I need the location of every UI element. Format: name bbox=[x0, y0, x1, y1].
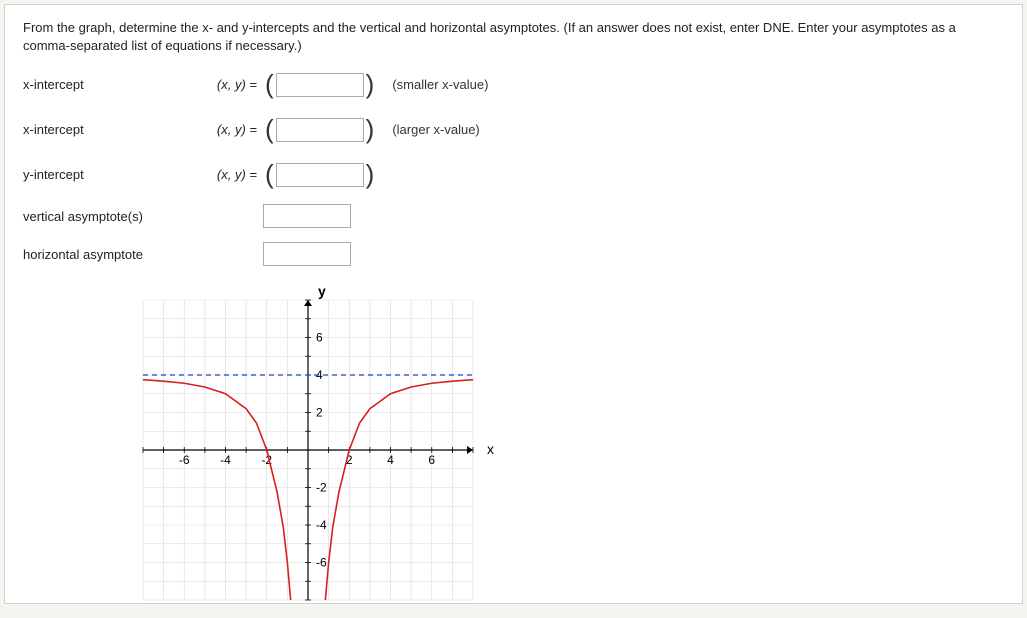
lparen-xint2: ( bbox=[263, 114, 276, 145]
label-hasym: horizontal asymptote bbox=[23, 247, 263, 262]
label-xint1: x-intercept bbox=[23, 77, 183, 92]
row-x-intercept-2: x-intercept (x, y) = ( ) (larger x-value… bbox=[23, 114, 1004, 145]
row-x-intercept-1: x-intercept (x, y) = ( ) (smaller x-valu… bbox=[23, 69, 1004, 100]
input-hasym[interactable] bbox=[263, 242, 351, 266]
svg-text:-4: -4 bbox=[316, 518, 327, 532]
hint-xint1: (smaller x-value) bbox=[392, 77, 488, 92]
svg-text:x: x bbox=[487, 441, 494, 457]
hint-xint2: (larger x-value) bbox=[392, 122, 479, 137]
question-page: From the graph, determine the x- and y-i… bbox=[4, 4, 1023, 604]
svg-text:6: 6 bbox=[316, 331, 323, 345]
row-vertical-asymptote: vertical asymptote(s) bbox=[23, 204, 1004, 228]
svg-text:2: 2 bbox=[316, 406, 323, 420]
svg-text:-2: -2 bbox=[316, 481, 327, 495]
svg-text:4: 4 bbox=[387, 453, 394, 467]
row-y-intercept: y-intercept (x, y) = ( ) bbox=[23, 159, 1004, 190]
rparen-xint2: ) bbox=[364, 114, 377, 145]
label-vasym: vertical asymptote(s) bbox=[23, 209, 263, 224]
instructions-text: From the graph, determine the x- and y-i… bbox=[23, 19, 1004, 55]
svg-text:-4: -4 bbox=[220, 453, 231, 467]
input-vasym[interactable] bbox=[263, 204, 351, 228]
svg-text:y: y bbox=[318, 283, 326, 299]
rparen-xint1: ) bbox=[364, 69, 377, 100]
svg-text:-6: -6 bbox=[179, 453, 190, 467]
eq-xint1: (x, y) = bbox=[183, 77, 263, 92]
svg-text:6: 6 bbox=[428, 453, 435, 467]
row-horizontal-asymptote: horizontal asymptote bbox=[23, 242, 1004, 266]
label-xint2: x-intercept bbox=[23, 122, 183, 137]
lparen-yint: ( bbox=[263, 159, 276, 190]
lparen-xint1: ( bbox=[263, 69, 276, 100]
svg-text:-6: -6 bbox=[316, 556, 327, 570]
graph-svg: -6-4-2246-6-4-2246xy bbox=[133, 280, 503, 610]
rparen-yint: ) bbox=[364, 159, 377, 190]
label-yint: y-intercept bbox=[23, 167, 183, 182]
eq-xint2: (x, y) = bbox=[183, 122, 263, 137]
input-yint[interactable] bbox=[276, 163, 364, 187]
input-xint1[interactable] bbox=[276, 73, 364, 97]
input-xint2[interactable] bbox=[276, 118, 364, 142]
graph-container: -6-4-2246-6-4-2246xy bbox=[133, 280, 1004, 610]
eq-yint: (x, y) = bbox=[183, 167, 263, 182]
